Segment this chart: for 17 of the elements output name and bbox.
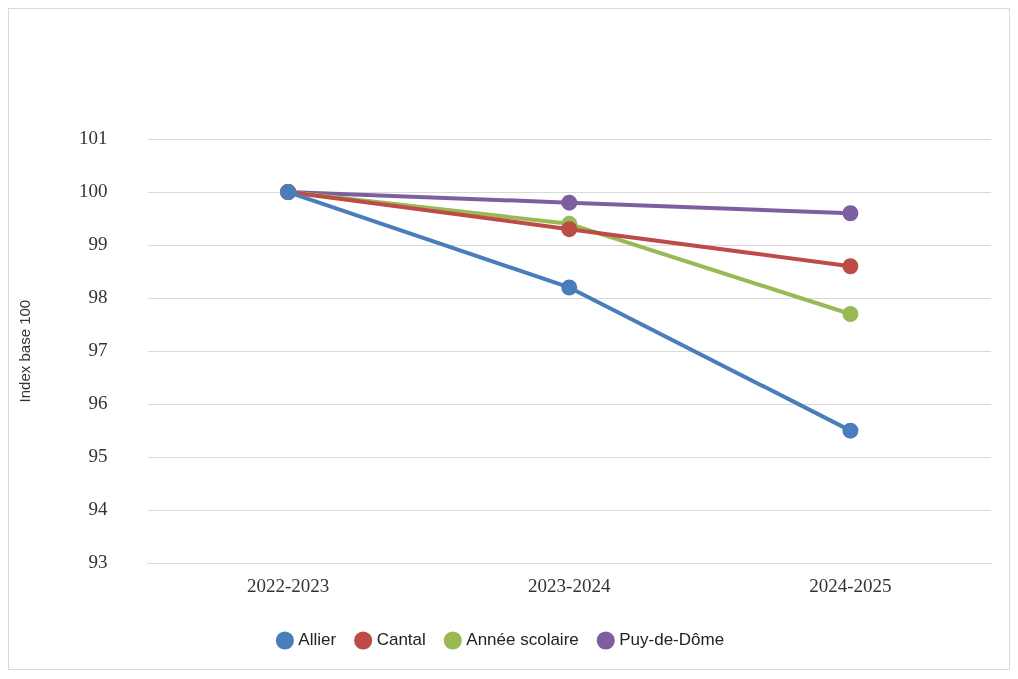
- legend-label: Puy-de-Dôme: [619, 630, 725, 650]
- x-tick-label: 2023-2024: [528, 574, 611, 596]
- y-tick-label: 93: [88, 551, 108, 573]
- x-tick-label: 2022-2023: [246, 574, 330, 596]
- legend-label: Allier: [298, 630, 337, 650]
- x-tick-label: 2024-2025: [809, 574, 892, 596]
- legend-label: Année scolaire: [466, 630, 579, 650]
- y-tick-label: 99: [88, 233, 108, 255]
- y-tick-label: 94: [88, 498, 108, 520]
- legend-label: Cantal: [376, 630, 426, 650]
- y-tick-label: 96: [88, 392, 108, 414]
- y-axis-title: Index base 100: [16, 299, 34, 403]
- y-tick-label: 101: [79, 126, 108, 148]
- y-tick-label: 98: [88, 286, 108, 308]
- y-tick-label: 97: [88, 339, 108, 361]
- y-tick-label: 95: [88, 445, 108, 467]
- y-tick-label: 100: [79, 180, 108, 202]
